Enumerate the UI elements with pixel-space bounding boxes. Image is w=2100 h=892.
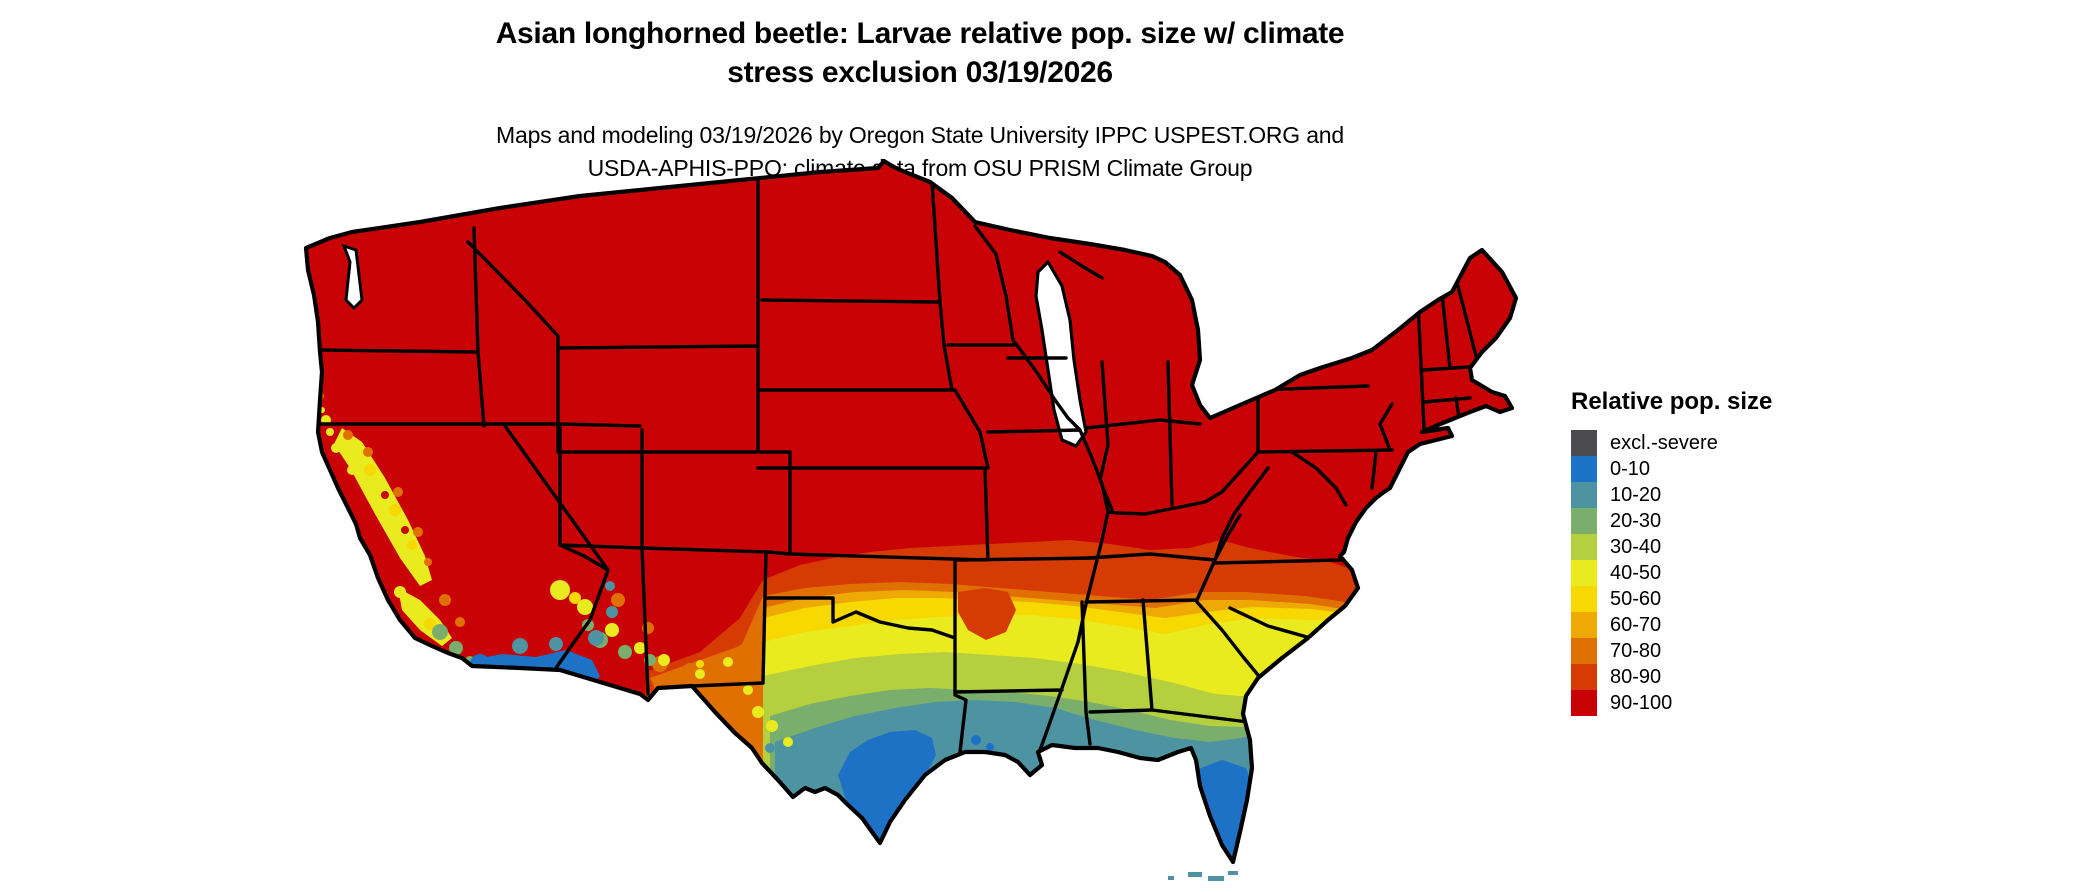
legend: Relative pop. size excl.-severe 0-10 10-20… [1571, 388, 1772, 716]
band-0-10-texas [838, 730, 936, 843]
legend-item: 80-90 [1571, 664, 1772, 690]
new-mexico-orange-strip [650, 640, 763, 692]
legend-item: 40-50 [1571, 560, 1772, 586]
legend-item-label: 30-40 [1610, 536, 1662, 558]
speckles-red [381, 491, 409, 534]
legend-item: 10-20 [1571, 482, 1772, 508]
legend-swatch [1571, 560, 1597, 586]
figure-title: Asian longhorned beetle: Larvae relative… [0, 14, 1840, 92]
legend-item-label: 90-100 [1610, 692, 1673, 714]
legend-swatch [1571, 430, 1597, 456]
legend-item-label: excl.-severe [1610, 432, 1718, 454]
legend-item-label: 10-20 [1610, 484, 1662, 506]
legend-item: 60-70 [1571, 612, 1772, 638]
legend-swatch [1571, 508, 1597, 534]
lake-michigan [1034, 259, 1088, 448]
legend-swatch [1571, 612, 1597, 638]
legend-item: 70-80 [1571, 638, 1772, 664]
legend-item-label: 80-90 [1610, 666, 1662, 688]
legend-item: 20-30 [1571, 508, 1772, 534]
legend-item-label: 70-80 [1610, 640, 1662, 662]
legend-item: excl.-severe [1571, 430, 1772, 456]
legend-item-label: 20-30 [1610, 510, 1662, 532]
legend-item: 0-10 [1571, 456, 1772, 482]
figure-title-line2: stress exclusion 03/19/2026 [727, 56, 1113, 89]
legend-item: 30-40 [1571, 534, 1772, 560]
arkansas-hot-pocket [958, 588, 1016, 640]
legend-items: excl.-severe 0-10 10-20 20-30 30-40 40-50 50-6… [1571, 430, 1772, 716]
legend-item-label: 50-60 [1610, 588, 1662, 610]
legend-item-label: 0-10 [1610, 458, 1651, 480]
legend-swatch [1571, 690, 1597, 716]
legend-item: 50-60 [1571, 586, 1772, 612]
legend-swatch [1571, 534, 1597, 560]
figure-subtitle-line1: Maps and modeling 03/19/2026 by Oregon S… [496, 122, 1344, 148]
desert-blue-patch [470, 650, 600, 690]
legend-title: Relative pop. size [1571, 388, 1773, 415]
figure-subtitle: Maps and modeling 03/19/2026 by Oregon S… [0, 119, 1840, 185]
figure-title-line1: Asian longhorned beetle: Larvae relative… [495, 17, 1345, 50]
legend-swatch [1571, 456, 1597, 482]
state-borders [314, 176, 1484, 754]
us-outline [303, 158, 1519, 865]
speckles-yellow [319, 407, 793, 747]
speckles-gold [364, 464, 704, 668]
legend-swatch [1571, 482, 1597, 508]
legend-item-label: 60-70 [1610, 614, 1662, 636]
legend-swatch [1571, 664, 1597, 690]
puget-sound [341, 243, 364, 311]
legend-item: 90-100 [1571, 690, 1772, 716]
map-fill-layers [306, 161, 1516, 862]
legend-swatch [1571, 586, 1597, 612]
legend-swatch [1571, 638, 1597, 664]
legend-item-label: 40-50 [1610, 562, 1662, 584]
florida-keys [1168, 871, 1238, 881]
